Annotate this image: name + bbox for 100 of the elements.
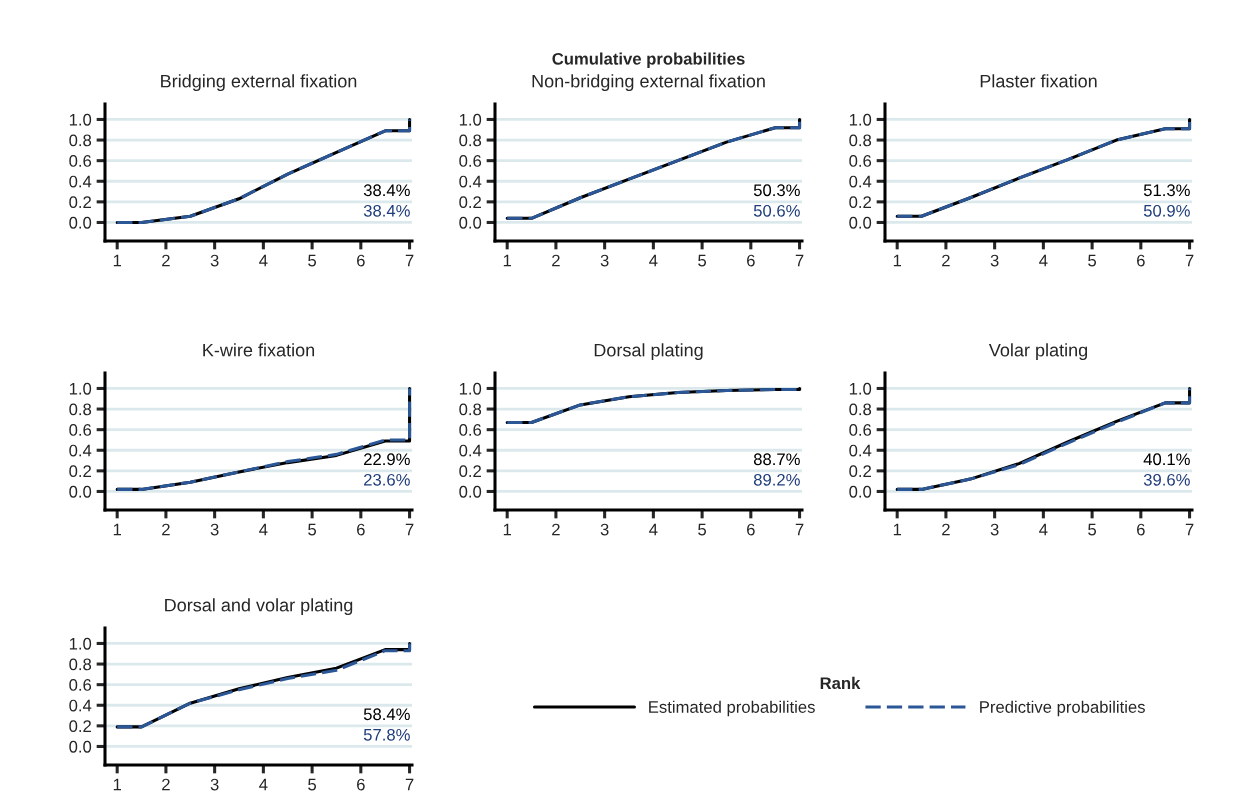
y-tick-label: 1.0 (849, 382, 872, 395)
y-tick-label: 0.4 (459, 175, 482, 188)
x-tick-label: 6 (747, 254, 755, 267)
y-tick-label: 1.0 (849, 113, 872, 126)
y-tick-label: 0.4 (69, 444, 92, 457)
y-tick-label: 0.0 (69, 740, 92, 753)
x-tick-label: 7 (1185, 254, 1194, 267)
chart-title: Plaster fixation (980, 74, 1097, 88)
y-tick-label: 0.8 (459, 403, 482, 416)
x-tick-label: 2 (552, 254, 560, 267)
x-tick-label: 4 (1039, 523, 1048, 536)
chart-subtitle: Non-bridging external fixation (532, 74, 765, 92)
y-tick-label: 0.0 (69, 485, 92, 498)
x-tick-label: 5 (698, 254, 707, 267)
y-tick-label: 0.2 (849, 465, 871, 478)
y-tick-label: 0.8 (849, 403, 872, 416)
y-tick-label: 0.0 (459, 216, 482, 229)
y-tick-label: 0.6 (459, 424, 482, 436)
x-tick-label: 4 (259, 523, 268, 536)
y-tick-label: 0.2 (69, 720, 91, 733)
x-tick-label: 5 (698, 523, 707, 536)
annotation: 58.4% (363, 708, 410, 721)
x-tick-label: 1 (113, 778, 121, 791)
annotation: 38.4% (363, 204, 410, 217)
y-tick-label: 1.0 (69, 382, 92, 395)
annotation: 39.6% (1143, 473, 1190, 486)
y-tick-label: 0.4 (849, 444, 872, 457)
y-tick-label: 0.6 (459, 155, 482, 167)
y-tick-label: 0.0 (849, 485, 872, 498)
x-tick-label: 5 (308, 254, 317, 267)
chart-title: K-wire fixation (203, 343, 315, 357)
chart-title: Dorsal and volar plating (165, 598, 353, 616)
x-tick-label: 6 (747, 523, 755, 536)
x-tick-label: 2 (162, 778, 170, 791)
y-tick-label: 0.6 (69, 679, 92, 691)
x-tick-label: 4 (1039, 254, 1048, 267)
y-tick-label: 0.8 (69, 134, 92, 147)
y-tick-label: 0.8 (849, 134, 872, 147)
x-tick-label: 7 (795, 523, 804, 536)
annotation: 50.9% (1143, 204, 1190, 217)
x-tick-label: 2 (162, 523, 170, 536)
chart-title: Volar plating (988, 343, 1088, 361)
annotation: 88.7% (753, 453, 800, 466)
y-tick-label: 1.0 (459, 382, 482, 395)
y-tick-label: 0.2 (69, 196, 91, 209)
y-tick-label: 0.2 (459, 196, 481, 209)
x-tick-label: 1 (893, 254, 901, 267)
x-tick-label: 7 (405, 778, 414, 791)
x-tick-label: 4 (259, 778, 268, 791)
x-tick-label: 6 (357, 778, 365, 791)
x-tick-label: 5 (1088, 254, 1097, 267)
y-tick-label: 0.6 (849, 155, 872, 167)
x-tick-label: 6 (357, 523, 365, 536)
annotation: 50.3% (753, 184, 800, 197)
annotation: 23.6% (364, 473, 410, 486)
annotation: 22.9% (364, 453, 410, 466)
x-tick-label: 3 (600, 254, 609, 267)
x-tick-label: 1 (893, 523, 901, 536)
x-tick-label: 4 (649, 254, 658, 267)
x-tick-label: 4 (259, 254, 268, 267)
x-tick-label: 7 (1185, 523, 1194, 536)
x-tick-label: 2 (942, 523, 950, 536)
x-tick-label: 6 (1137, 254, 1145, 267)
chart-title: Dorsal plating (594, 343, 703, 361)
y-tick-label: 0.0 (849, 216, 872, 229)
x-tick-label: 7 (405, 254, 414, 267)
y-tick-label: 0.4 (69, 699, 92, 712)
y-tick-label: 0.0 (459, 485, 482, 498)
x-tick-label: 6 (357, 254, 365, 267)
x-tick-label: 3 (990, 523, 999, 536)
y-tick-label: 0.6 (69, 424, 92, 436)
y-tick-label: 0.4 (849, 175, 872, 188)
annotation: 57.8% (363, 728, 410, 741)
x-tick-label: 3 (600, 523, 609, 536)
y-tick-label: 1.0 (69, 637, 92, 650)
annotation: 51.3% (1143, 184, 1190, 197)
x-tick-label: 2 (162, 254, 170, 267)
x-tick-label: 5 (1088, 523, 1097, 536)
legend-title: Rank (820, 676, 861, 690)
y-tick-label: 0.4 (69, 175, 92, 188)
y-tick-label: 0.2 (69, 465, 91, 478)
x-tick-label: 5 (308, 523, 317, 536)
y-tick-label: 0.2 (459, 465, 481, 478)
x-tick-label: 3 (210, 254, 219, 267)
x-tick-label: 7 (795, 254, 804, 267)
x-tick-label: 1 (503, 254, 511, 267)
x-tick-label: 2 (942, 254, 950, 267)
x-tick-label: 1 (113, 523, 121, 536)
x-tick-label: 2 (552, 523, 560, 536)
y-tick-label: 0.8 (459, 134, 482, 147)
y-tick-label: 0.0 (69, 216, 92, 229)
y-tick-label: 0.6 (69, 155, 92, 167)
x-tick-label: 6 (1137, 523, 1145, 536)
x-tick-label: 3 (210, 778, 219, 791)
y-tick-label: 0.2 (849, 196, 871, 209)
y-tick-label: 1.0 (69, 113, 92, 126)
y-tick-label: 0.8 (69, 403, 92, 416)
y-tick-label: 0.6 (849, 424, 872, 436)
x-tick-label: 1 (113, 254, 121, 267)
annotation: 89.2% (753, 473, 800, 486)
